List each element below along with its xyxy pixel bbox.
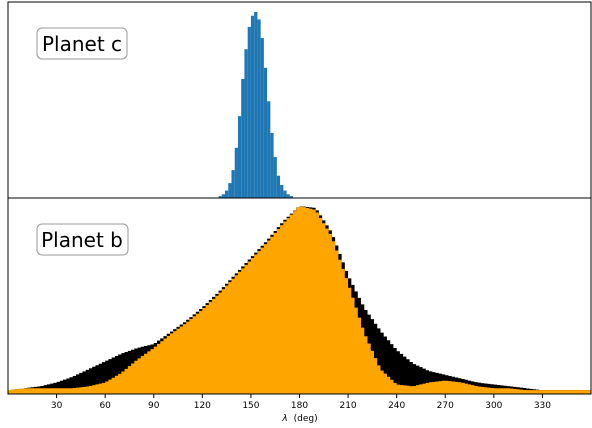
top-histogram-bar xyxy=(241,78,245,198)
x-tick-label: 30 xyxy=(51,401,63,411)
x-tick-label: 120 xyxy=(194,401,211,411)
bottom-panel-label-text: Planet b xyxy=(41,228,123,252)
top-histogram-bar xyxy=(221,194,226,198)
bottom-panel: Planet b 30 60 90 120 150 180 210 240 270 300 330 … xyxy=(7,197,592,424)
top-histogram-bar xyxy=(276,175,281,198)
x-tick-label: 90 xyxy=(148,401,160,411)
x-axis-label-unit: (deg) xyxy=(294,414,318,424)
top-histogram-bar xyxy=(254,12,258,198)
top-histogram-bar xyxy=(257,19,261,198)
x-axis-label: λ (deg) xyxy=(281,414,317,424)
top-histogram-bar xyxy=(234,147,238,198)
x-axis-label-symbol: λ xyxy=(281,414,287,424)
top-histogram-bars xyxy=(218,12,294,199)
bottom-panel-label: Planet b xyxy=(36,223,129,256)
top-panel-label-text: Planet c xyxy=(42,32,122,56)
x-tick-label: 60 xyxy=(99,401,111,411)
top-panel: Planet c xyxy=(7,1,592,199)
top-histogram-bar xyxy=(273,157,277,198)
top-histogram-bar xyxy=(228,183,232,198)
top-panel-label: Planet c xyxy=(36,27,128,60)
top-histogram-bar xyxy=(280,184,284,198)
x-tick-label: 210 xyxy=(339,401,356,411)
bottom-histogram-series-1 xyxy=(8,206,591,394)
top-histogram-bar xyxy=(231,170,235,198)
top-histogram-bar xyxy=(263,67,268,198)
bottom-histogram-bars xyxy=(8,206,591,394)
x-axis-ticks: 30 60 90 120 150 180 210 240 270 300 330 xyxy=(51,394,551,411)
top-histogram-bar xyxy=(283,190,287,198)
top-histogram-bar xyxy=(260,38,264,198)
top-panel-label-box xyxy=(36,27,128,60)
x-tick-label: 150 xyxy=(242,401,259,411)
top-histogram-bar xyxy=(286,194,290,198)
bottom-panel-label-box xyxy=(36,223,129,256)
top-histogram-bar xyxy=(247,26,251,198)
top-histogram-bar xyxy=(267,101,271,198)
x-tick-label: 300 xyxy=(485,401,502,411)
top-histogram-bar xyxy=(270,132,274,198)
top-histogram-bar xyxy=(244,49,248,199)
x-tick-label: 240 xyxy=(388,401,405,411)
top-histogram-bar xyxy=(289,196,294,198)
x-tick-label: 270 xyxy=(437,401,454,411)
top-histogram-bar xyxy=(225,190,229,198)
x-tick-label: 330 xyxy=(534,401,551,411)
bottom-series-1 xyxy=(8,206,591,394)
top-histogram-bar xyxy=(250,15,255,198)
top-histogram-bar xyxy=(237,116,242,198)
top-histogram-bar xyxy=(218,196,222,198)
x-tick-label: 180 xyxy=(291,401,308,411)
